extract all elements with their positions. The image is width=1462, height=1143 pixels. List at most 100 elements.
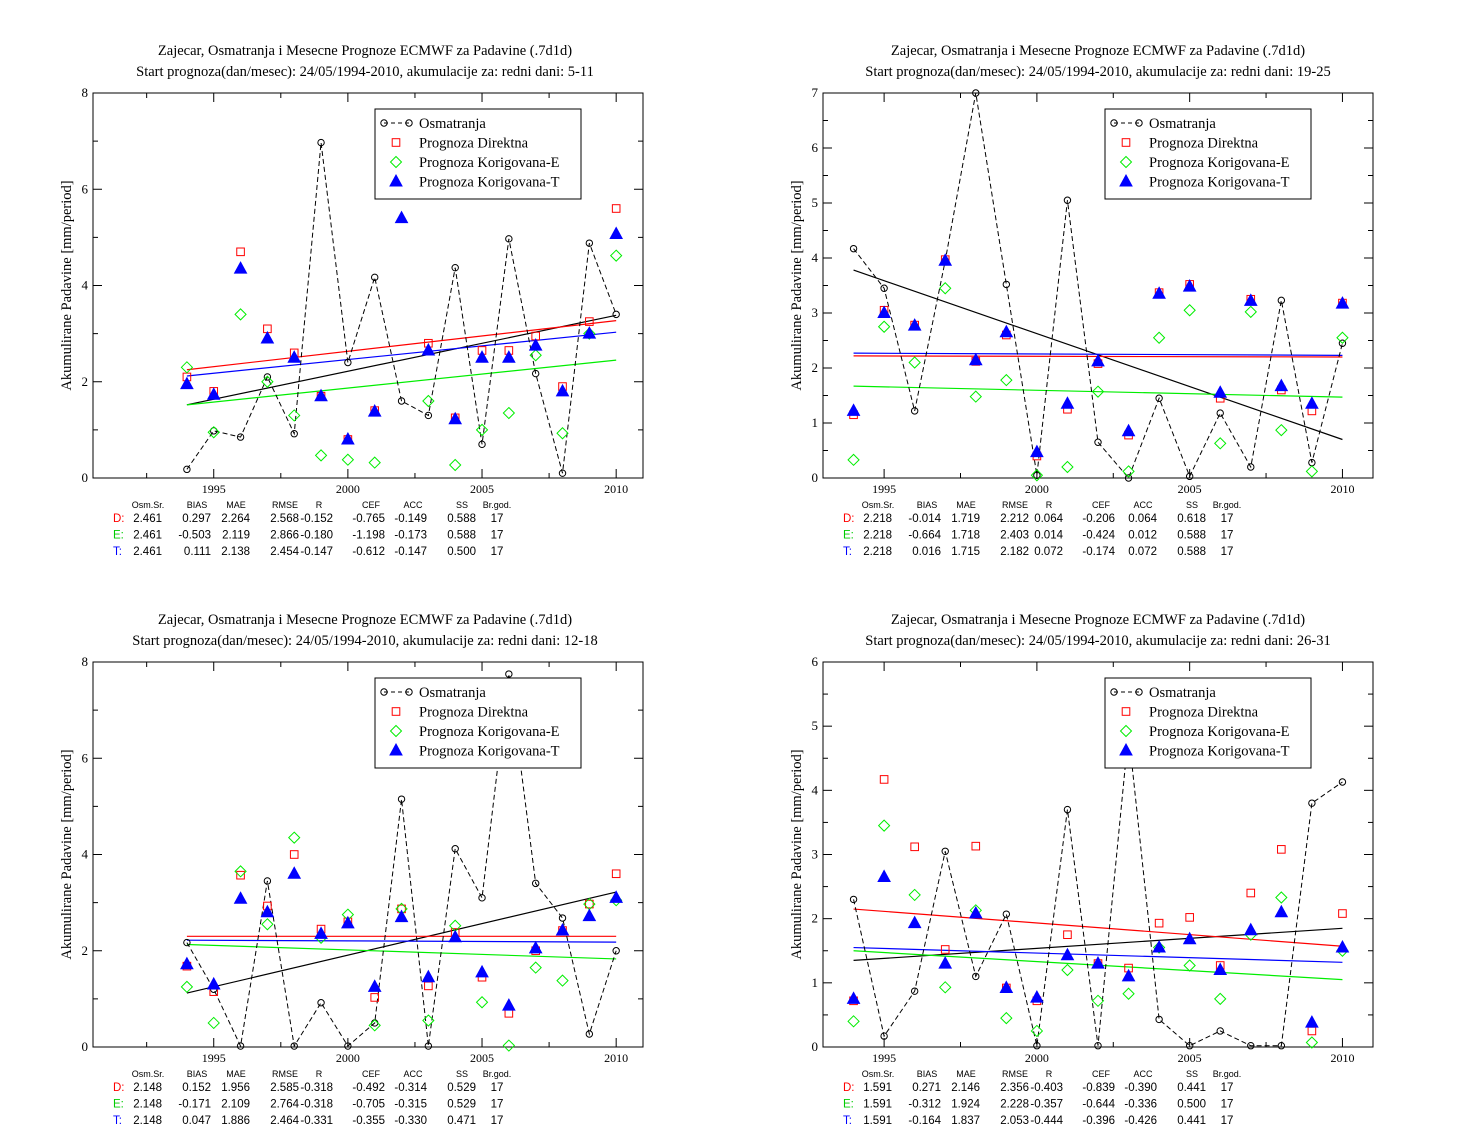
data-point-triangle <box>1274 378 1289 392</box>
y-tick-label: 6 <box>812 654 819 669</box>
data-point-triangle <box>528 940 543 954</box>
data-point-triangle <box>502 998 516 1011</box>
data-point-triangle <box>1305 396 1319 409</box>
stats-cell: -0.839 <box>1082 1082 1115 1094</box>
stats-cell: 2.218 <box>863 546 892 558</box>
data-point-triangle <box>846 403 861 416</box>
legend-marker-diamond <box>1119 724 1133 738</box>
stats-cell: 0.500 <box>1177 1099 1206 1111</box>
data-point-triangle <box>1030 990 1044 1003</box>
stats-cell: 0.297 <box>182 513 211 525</box>
legend-label: Prognoza Direktna <box>419 705 529 721</box>
legend-label: Prognoza Korigovana-E <box>419 724 560 740</box>
data-point-circle <box>612 310 620 319</box>
data-point-circle <box>1033 471 1041 479</box>
stats-header: Br.god. <box>1213 1069 1242 1079</box>
data-point-triangle <box>448 929 463 943</box>
legend-label: Prognoza Direktna <box>419 136 529 152</box>
data-point-triangle <box>394 210 409 224</box>
stats-cell: 0.588 <box>1177 546 1206 558</box>
data-point-triangle <box>1182 931 1197 945</box>
y-tick-label: 5 <box>812 195 819 210</box>
stats-cell: 0.016 <box>912 546 941 558</box>
data-point-diamond <box>341 453 355 466</box>
stats-cell: -0.396 <box>1082 1115 1115 1127</box>
data-point-diamond <box>1275 891 1288 904</box>
stats-cell: -0.147 <box>394 546 427 558</box>
chart-title: Zajecar, Osmatranja i Mesecne Prognoze E… <box>158 612 572 628</box>
data-point-circle <box>612 947 620 955</box>
stats-cell: -0.492 <box>352 1082 385 1094</box>
data-point-square <box>585 317 594 326</box>
data-point-circle <box>236 433 245 441</box>
data-point-diamond <box>1244 305 1257 319</box>
chart-panel: Zajecar, Osmatranja i Mesecne Prognoze E… <box>789 43 1374 558</box>
data-point-circle <box>1033 1042 1041 1050</box>
stats-cell: 2.182 <box>1000 546 1029 558</box>
stats-cell: -0.173 <box>394 530 427 542</box>
stats-header: ACC <box>1133 1069 1153 1079</box>
stats-cell: -0.206 <box>1082 513 1115 525</box>
stats-cell: -0.765 <box>352 513 385 525</box>
data-point-circle <box>910 987 919 995</box>
x-tick-label: 2005 <box>470 482 494 496</box>
x-tick-label: 2000 <box>336 1051 360 1065</box>
legend-marker-diamond <box>389 724 403 738</box>
trend-line <box>186 314 617 406</box>
y-tick-label: 8 <box>82 654 89 669</box>
data-point-diamond <box>556 974 569 987</box>
data-point-circle <box>585 1030 594 1038</box>
legend-marker-circle <box>1110 688 1118 696</box>
x-tick-label: 2000 <box>1025 482 1049 496</box>
stats-cell: 2.146 <box>951 1082 980 1094</box>
data-point-circle <box>531 369 540 378</box>
stats-cell: 1.591 <box>863 1115 892 1127</box>
data-point-diamond <box>969 390 982 403</box>
data-point-diamond <box>1305 465 1319 478</box>
data-point-circle <box>1277 296 1286 305</box>
data-point-triangle <box>968 905 983 919</box>
stats-cell: -0.644 <box>1082 1099 1115 1111</box>
stats-cell: -0.336 <box>1124 1099 1157 1111</box>
data-point-diamond <box>1275 423 1288 437</box>
data-point-diamond <box>847 453 860 467</box>
data-point-square <box>1307 1026 1317 1036</box>
data-point-square <box>611 204 621 213</box>
stats-cell: 17 <box>1221 1082 1234 1094</box>
stats-cell: -0.152 <box>300 513 333 525</box>
data-point-diamond <box>583 327 596 340</box>
stats-header: MAE <box>226 500 246 510</box>
stats-cell: -0.318 <box>300 1099 333 1111</box>
stats-header: R <box>316 500 323 510</box>
x-tick-label: 1995 <box>202 482 226 496</box>
legend-label: Prognoza Korigovana-T <box>1149 175 1290 191</box>
chart-panel: Zajecar, Osmatranja i Mesecne Prognoze E… <box>59 43 644 558</box>
stats-cell: -0.014 <box>908 513 941 525</box>
data-point-triangle <box>1030 444 1044 458</box>
legend: Osmatranja Prognoza Direktna Prognoza Kori… <box>1104 677 1312 769</box>
stats-cell: 0.588 <box>447 513 476 525</box>
legend-marker-circle <box>405 688 413 696</box>
stats-cell: -1.198 <box>352 530 385 542</box>
data-point-diamond <box>1122 465 1135 478</box>
stats-cell: 0.618 <box>1177 513 1206 525</box>
data-point-circle <box>880 284 888 292</box>
data-point-circle <box>1247 463 1255 471</box>
stats-header: RMSE <box>272 500 298 510</box>
data-point-triangle <box>1152 939 1166 953</box>
x-tick-label: 2000 <box>1025 1051 1049 1065</box>
y-axis-label: Akumulirane Padavine [mm/period] <box>59 180 75 390</box>
stats-cell: -0.164 <box>908 1115 941 1127</box>
data-point-triangle <box>314 926 328 939</box>
y-tick-label: 0 <box>82 470 89 485</box>
legend-label: Prognoza Korigovana-E <box>1149 724 1290 740</box>
stats-header: Osm.Sr. <box>132 1069 165 1079</box>
stats-cell: 1.591 <box>863 1099 892 1111</box>
stats-header: R <box>1046 1069 1053 1079</box>
stats-cell: 17 <box>491 1115 504 1127</box>
stats-cell: 17 <box>491 513 504 525</box>
y-tick-label: 1 <box>812 415 819 430</box>
stats-header: Osm.Sr. <box>862 500 895 510</box>
data-point-circle <box>478 440 486 449</box>
